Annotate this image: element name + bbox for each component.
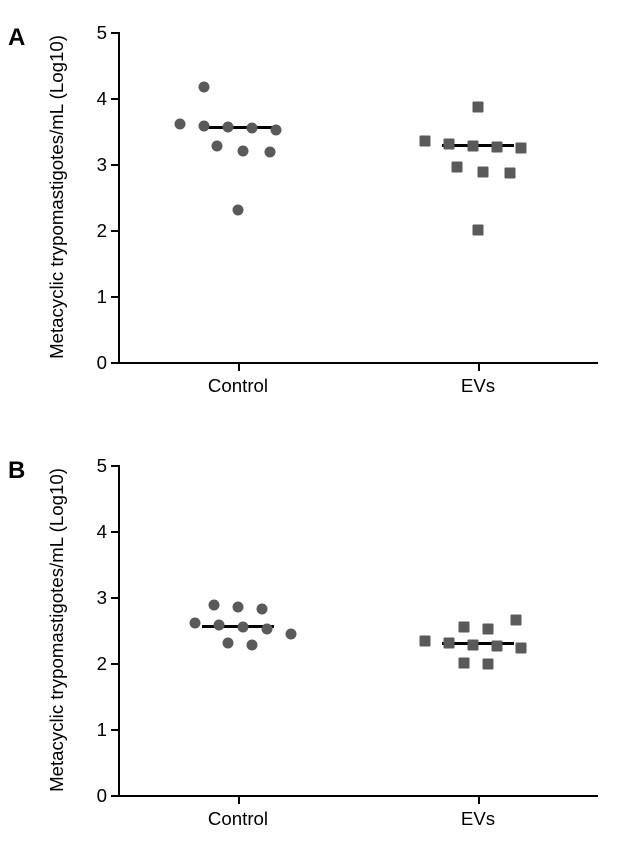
panel-A: A012345ControlEVsMetacyclic trypomastigo…: [0, 20, 629, 433]
y-tick: [111, 164, 118, 166]
y-tick-label: 0: [77, 352, 107, 374]
x-tick: [478, 364, 480, 371]
data-point-circle: [237, 621, 248, 632]
y-tick: [111, 98, 118, 100]
data-point-square: [516, 143, 527, 154]
data-point-square: [511, 615, 522, 626]
plot-area: 012345ControlEVs: [118, 465, 598, 795]
data-point-circle: [199, 81, 210, 92]
y-axis-label: Metacyclic trypomastigotes/mL (Log10): [46, 465, 68, 795]
data-point-square: [516, 643, 527, 654]
data-point-circle: [285, 628, 296, 639]
data-point-square: [420, 135, 431, 146]
data-point-square: [482, 659, 493, 670]
data-point-square: [482, 623, 493, 634]
data-point-circle: [233, 205, 244, 216]
y-tick-label: 2: [77, 220, 107, 242]
y-axis-label: Metacyclic trypomastigotes/mL (Log10): [46, 32, 68, 362]
data-point-square: [468, 140, 479, 151]
data-point-circle: [233, 601, 244, 612]
y-tick-label: 5: [77, 22, 107, 44]
x-category-label: EVs: [398, 375, 558, 397]
data-point-circle: [271, 124, 282, 135]
x-tick: [238, 364, 240, 371]
panel-B: B012345ControlEVsMetacyclic trypomastigo…: [0, 453, 629, 866]
y-tick-label: 4: [77, 521, 107, 543]
y-axis: [118, 32, 120, 364]
y-tick: [111, 32, 118, 34]
y-tick-label: 3: [77, 154, 107, 176]
data-point-square: [492, 640, 503, 651]
data-point-square: [444, 139, 455, 150]
data-point-square: [458, 621, 469, 632]
data-point-square: [504, 168, 515, 179]
data-point-circle: [199, 120, 210, 131]
x-category-label: EVs: [398, 808, 558, 830]
y-tick: [111, 663, 118, 665]
data-point-circle: [264, 147, 275, 158]
x-axis: [118, 795, 598, 797]
mean-line: [202, 126, 274, 129]
y-tick: [111, 362, 118, 364]
data-point-circle: [223, 638, 234, 649]
y-tick: [111, 296, 118, 298]
y-axis: [118, 465, 120, 797]
x-category-label: Control: [158, 808, 318, 830]
y-tick: [111, 597, 118, 599]
data-point-circle: [247, 639, 258, 650]
data-point-circle: [189, 618, 200, 629]
y-tick: [111, 531, 118, 533]
panel-label-A: A: [8, 24, 25, 52]
data-point-circle: [237, 145, 248, 156]
y-tick-label: 5: [77, 455, 107, 477]
y-tick-label: 1: [77, 286, 107, 308]
data-point-square: [473, 101, 484, 112]
data-point-circle: [175, 119, 186, 130]
data-point-circle: [211, 140, 222, 151]
data-point-square: [420, 636, 431, 647]
data-point-circle: [247, 122, 258, 133]
y-tick-label: 1: [77, 719, 107, 741]
x-tick: [238, 797, 240, 804]
data-point-circle: [209, 599, 220, 610]
y-tick-label: 0: [77, 785, 107, 807]
x-category-label: Control: [158, 375, 318, 397]
data-point-square: [444, 638, 455, 649]
data-point-square: [473, 225, 484, 236]
x-axis: [118, 362, 598, 364]
data-point-circle: [257, 603, 268, 614]
figure-root: A012345ControlEVsMetacyclic trypomastigo…: [0, 0, 629, 866]
data-point-square: [492, 141, 503, 152]
y-tick: [111, 230, 118, 232]
x-tick: [478, 797, 480, 804]
y-tick: [111, 729, 118, 731]
y-tick-label: 3: [77, 587, 107, 609]
data-point-square: [451, 162, 462, 173]
data-point-circle: [213, 619, 224, 630]
y-tick: [111, 795, 118, 797]
data-point-circle: [261, 623, 272, 634]
plot-area: 012345ControlEVs: [118, 32, 598, 362]
data-point-square: [468, 639, 479, 650]
panel-label-B: B: [8, 457, 25, 485]
data-point-square: [458, 658, 469, 669]
y-tick-label: 4: [77, 88, 107, 110]
y-tick-label: 2: [77, 653, 107, 675]
data-point-square: [477, 166, 488, 177]
y-tick: [111, 465, 118, 467]
data-point-circle: [223, 122, 234, 133]
